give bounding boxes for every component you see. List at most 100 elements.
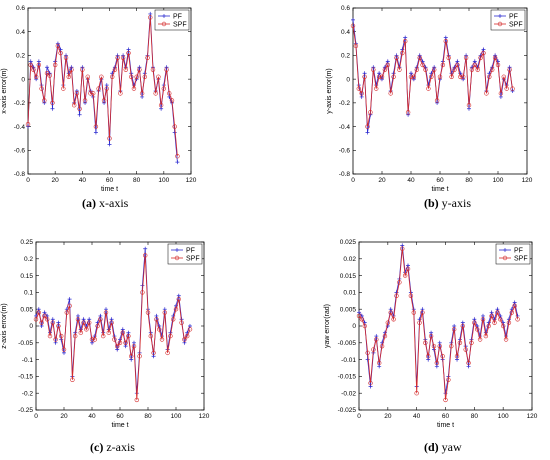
data-point-pf [510,89,515,93]
data-point-spf [356,313,362,319]
x-tick-label: 80 [144,413,152,420]
data-point-spf [112,337,117,342]
y-tick-label: -0.6 [14,147,26,154]
data-point-spf [134,74,139,79]
caption-label: (d) [424,440,439,454]
data-point-pf [83,100,88,105]
data-point-spf [95,323,100,329]
caption-x-axis: (a) x-axis [82,196,128,211]
data-point-spf [417,55,422,60]
data-point-spf [480,317,486,322]
x-tick-label: 60 [106,177,114,184]
data-point-spf [368,110,373,115]
x-tick-label: 20 [378,177,386,184]
data-point-spf [158,103,164,108]
data-point-spf [31,67,36,72]
data-point-spf [117,340,123,346]
data-point-spf [36,62,42,68]
data-point-spf [397,67,402,72]
data-point-spf [92,337,98,342]
legend-label-spf: SPF [173,21,187,28]
x-tick-label: 0 [26,177,30,184]
data-point-spf [85,74,90,79]
panel-y-axis: 0 20 40 60 80 100 120 -0.8 -0.6 -0.4 -0.2 0 0.2 0.4 0.… [275,0,550,215]
data-point-spf [397,280,402,285]
caption-text: z-axis [103,440,135,454]
x-tick-label: 0 [351,177,355,184]
chart-z-axis: 0 20 40 60 80 100 120 -0.25 -0.2 -0.15 -0.1 -0.05 0 0… [1,239,210,429]
panel-z-axis: 0 20 40 60 80 100 120 -0.25 -0.2 -0.15 -0.1 -0.05 0 0… [0,232,275,442]
data-point-spf [423,340,428,346]
x-tick-label: 120 [527,413,538,420]
data-point-spf [42,98,47,103]
data-point-pf [435,100,440,105]
data-point-spf [129,354,134,359]
data-point-spf [454,354,460,359]
y-tick-label: 0.01 [343,290,356,297]
y-tick-label: -0.015 [338,374,357,381]
y-tick-label: -0.005 [338,340,357,347]
data-point-spf [86,320,92,325]
data-point-spf [151,350,156,356]
data-point-spf [414,67,420,72]
y-tick-label: 0 [352,323,356,330]
y-tick-label: 0.05 [20,306,33,313]
data-point-spf [437,343,442,349]
data-point-spf [107,136,112,141]
series-line-spf [27,17,178,157]
y-tick-label: -0.05 [18,340,33,347]
caption-y-axis: (b) y-axis [424,196,471,211]
data-point-spf [457,340,463,346]
data-point-pf [55,41,60,46]
data-point-spf [42,313,47,319]
data-point-spf [481,50,486,56]
caption-text: x-axis [96,196,129,210]
data-point-spf [411,74,417,79]
x-tick-label: 80 [133,177,141,184]
caption-yaw: (d) yaw [424,440,462,455]
data-point-spf [137,354,142,359]
data-point-spf [139,91,145,96]
data-point-spf [379,74,385,79]
data-point-pf [359,94,364,99]
data-point-spf [50,100,55,106]
data-point-spf [123,340,128,346]
data-point-pf [77,112,82,117]
data-point-spf [504,86,509,91]
data-point-pf [64,53,69,58]
x-tick-label: 0 [357,413,361,420]
panel-x-axis: 0 20 40 60 80 100 120 -0.8 -0.6 -0.4 -0.2 0 0.2 0.4 0.… [0,0,275,215]
data-point-spf [39,320,44,325]
data-point-spf [140,290,145,295]
data-point-spf [145,310,151,315]
data-point-spf [385,320,391,325]
data-point-spf [368,380,373,386]
data-point-spf [408,293,414,298]
legend-label-pf: PF [514,247,523,254]
x-axis-label: time t [431,186,448,193]
x-axis-label: time t [111,422,128,429]
data-point-pf [28,59,33,64]
data-point-spf [443,38,449,44]
data-point-pf [172,130,177,135]
data-point-pf [107,142,112,147]
y-tick-label: 0.025 [340,239,357,246]
data-point-spf [167,91,172,96]
data-point-pf [365,357,370,362]
data-point-spf [512,303,517,309]
data-point-spf [99,74,104,79]
legend-marker-pf [175,248,179,252]
error-band [353,16,513,136]
data-point-spf [446,377,451,382]
data-point-spf [500,323,506,329]
x-tick-label: 80 [465,177,473,184]
legend-label-pf: PF [173,13,182,20]
data-point-spf [469,67,475,72]
data-point-pf [104,83,109,88]
chart-x-axis: 0 20 40 60 80 100 120 -0.8 -0.6 -0.4 -0.2 0 0.2 0.4 0.… [1,5,197,193]
data-point-spf [101,98,107,103]
legend-label-pf: PF [509,13,518,20]
data-point-pf [36,59,41,64]
